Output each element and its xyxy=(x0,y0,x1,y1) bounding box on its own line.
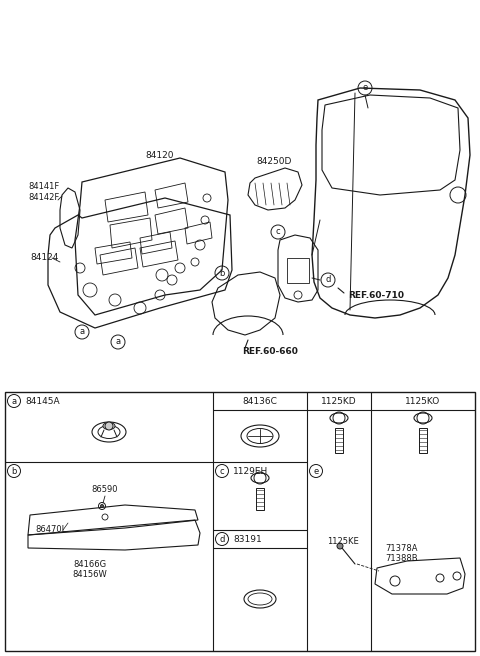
Text: 83191: 83191 xyxy=(233,535,262,544)
Text: b: b xyxy=(12,466,17,476)
Circle shape xyxy=(105,422,113,430)
Text: c: c xyxy=(220,466,224,476)
Text: 71378A
71388B: 71378A 71388B xyxy=(385,544,418,564)
Text: 84120: 84120 xyxy=(145,152,173,161)
Bar xyxy=(287,258,309,283)
Text: b: b xyxy=(219,268,225,277)
Bar xyxy=(256,488,264,510)
Text: a: a xyxy=(79,327,84,337)
Text: 1125KD: 1125KD xyxy=(321,396,357,405)
Text: 84141F
84142F: 84141F 84142F xyxy=(28,182,59,201)
Text: 84124: 84124 xyxy=(30,253,59,262)
Text: REF.60-710: REF.60-710 xyxy=(348,291,404,300)
Text: 1125KO: 1125KO xyxy=(406,396,441,405)
Text: 84145A: 84145A xyxy=(25,396,60,405)
Text: e: e xyxy=(313,466,319,476)
Text: d: d xyxy=(325,276,331,285)
Text: e: e xyxy=(362,83,368,92)
Text: d: d xyxy=(219,535,225,544)
Text: a: a xyxy=(115,337,120,346)
Text: 86470L: 86470L xyxy=(35,525,66,535)
Text: REF.60-660: REF.60-660 xyxy=(242,348,298,356)
Text: 84166G
84156W: 84166G 84156W xyxy=(72,560,108,579)
Bar xyxy=(335,428,343,453)
Ellipse shape xyxy=(103,422,115,430)
Text: 1125KE: 1125KE xyxy=(327,537,359,546)
Text: c: c xyxy=(276,228,280,237)
Text: a: a xyxy=(12,396,17,405)
Text: 84136C: 84136C xyxy=(242,396,277,405)
Text: 1129EH: 1129EH xyxy=(233,466,268,476)
Bar xyxy=(419,428,427,453)
Text: 86590: 86590 xyxy=(92,485,118,495)
Circle shape xyxy=(100,504,104,508)
Circle shape xyxy=(337,543,343,549)
Bar xyxy=(5,392,475,651)
Text: 84250D: 84250D xyxy=(256,157,291,167)
